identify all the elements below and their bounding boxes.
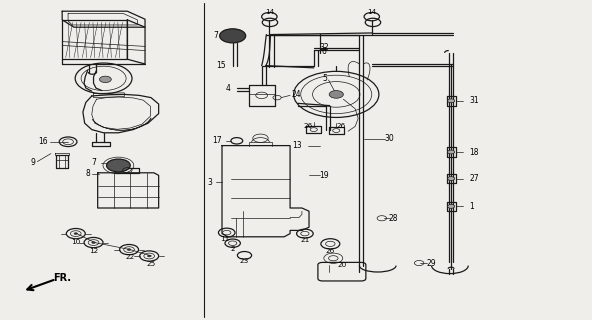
Circle shape — [74, 233, 78, 235]
Circle shape — [127, 249, 131, 251]
Circle shape — [448, 204, 455, 208]
Text: 32: 32 — [320, 43, 329, 52]
Text: 14: 14 — [265, 9, 274, 15]
Text: 2: 2 — [230, 246, 235, 252]
Text: 11: 11 — [220, 236, 230, 242]
Text: 26: 26 — [326, 248, 335, 253]
Text: 12: 12 — [89, 248, 98, 253]
Circle shape — [99, 76, 111, 83]
Text: 26: 26 — [336, 124, 346, 129]
Text: 5: 5 — [323, 74, 327, 83]
Circle shape — [147, 255, 151, 257]
Text: 9: 9 — [30, 158, 35, 167]
Circle shape — [448, 99, 455, 103]
Circle shape — [107, 159, 130, 172]
Text: 29: 29 — [426, 259, 436, 268]
Text: 18: 18 — [469, 148, 479, 156]
Text: 19: 19 — [320, 171, 329, 180]
Text: 4: 4 — [226, 84, 231, 93]
Text: 22: 22 — [126, 254, 135, 260]
Text: 27: 27 — [469, 174, 479, 183]
Circle shape — [448, 150, 455, 154]
Text: FR.: FR. — [53, 273, 71, 283]
Circle shape — [220, 29, 246, 43]
Text: 14: 14 — [367, 9, 377, 15]
Text: 25: 25 — [146, 261, 156, 267]
Text: 31: 31 — [469, 96, 479, 105]
Text: 6: 6 — [322, 47, 327, 56]
Text: 13: 13 — [292, 141, 302, 150]
Text: 24: 24 — [291, 90, 301, 99]
Text: 30: 30 — [384, 134, 394, 143]
Circle shape — [92, 242, 95, 244]
Text: 23: 23 — [240, 258, 249, 264]
Circle shape — [329, 91, 343, 98]
Text: 3: 3 — [207, 178, 212, 187]
Text: 16: 16 — [38, 137, 47, 146]
Text: 26: 26 — [303, 124, 313, 129]
Text: 7: 7 — [91, 158, 96, 167]
Text: 28: 28 — [389, 214, 398, 223]
Text: 1: 1 — [469, 202, 474, 211]
Text: 17: 17 — [212, 136, 221, 145]
Text: 7: 7 — [214, 31, 218, 40]
Text: 10: 10 — [71, 239, 81, 244]
Text: 15: 15 — [217, 61, 226, 70]
Circle shape — [448, 177, 455, 180]
Text: 8: 8 — [85, 169, 90, 178]
Text: 20: 20 — [337, 262, 347, 268]
Text: 21: 21 — [300, 237, 310, 243]
